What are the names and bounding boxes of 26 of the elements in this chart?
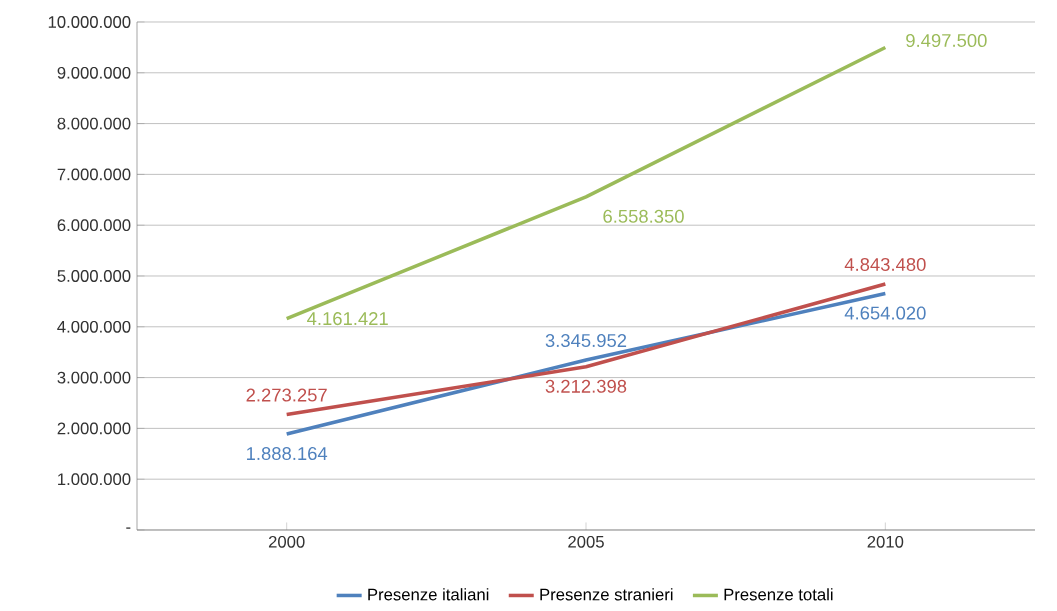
x-tick-label: 2000	[268, 535, 305, 548]
data-label: 2.273.257	[246, 388, 327, 402]
data-label: 6.558.350	[603, 209, 684, 223]
y-tick-label: 3.000.000	[57, 371, 131, 384]
y-tick-label: 1.000.000	[58, 473, 131, 486]
data-label: 9.497.500	[906, 33, 987, 48]
y-tick-label: 2.000.000	[57, 422, 131, 435]
y-tick-label: 9.000.000	[57, 66, 131, 79]
data-label: 4.843.480	[844, 257, 926, 272]
data-label: 3.212.398	[545, 379, 627, 393]
y-tick-label: 5.000.000	[57, 270, 131, 282]
legend-label: Presenze totali	[724, 588, 833, 601]
data-label: 4.161.421	[307, 312, 388, 326]
y-tick-label: -	[126, 527, 131, 529]
data-label: 3.345.952	[545, 334, 627, 348]
legend-label: Presenze stranieri	[540, 588, 673, 601]
data-label: 4.654.020	[844, 306, 926, 320]
x-tick-label: 2010	[867, 535, 904, 548]
y-tick-label: 8.000.000	[57, 117, 131, 130]
legend-label: Presenze italiani	[368, 588, 489, 601]
y-tick-label: 6.000.000	[57, 219, 131, 232]
data-label: 1.888.164	[247, 447, 328, 461]
y-tick-label: 10.000.000	[48, 16, 131, 28]
y-tick-label: 4.000.000	[57, 320, 131, 333]
y-tick-label: 7.000.000	[57, 168, 131, 181]
x-tick-label: 2005	[568, 535, 604, 548]
